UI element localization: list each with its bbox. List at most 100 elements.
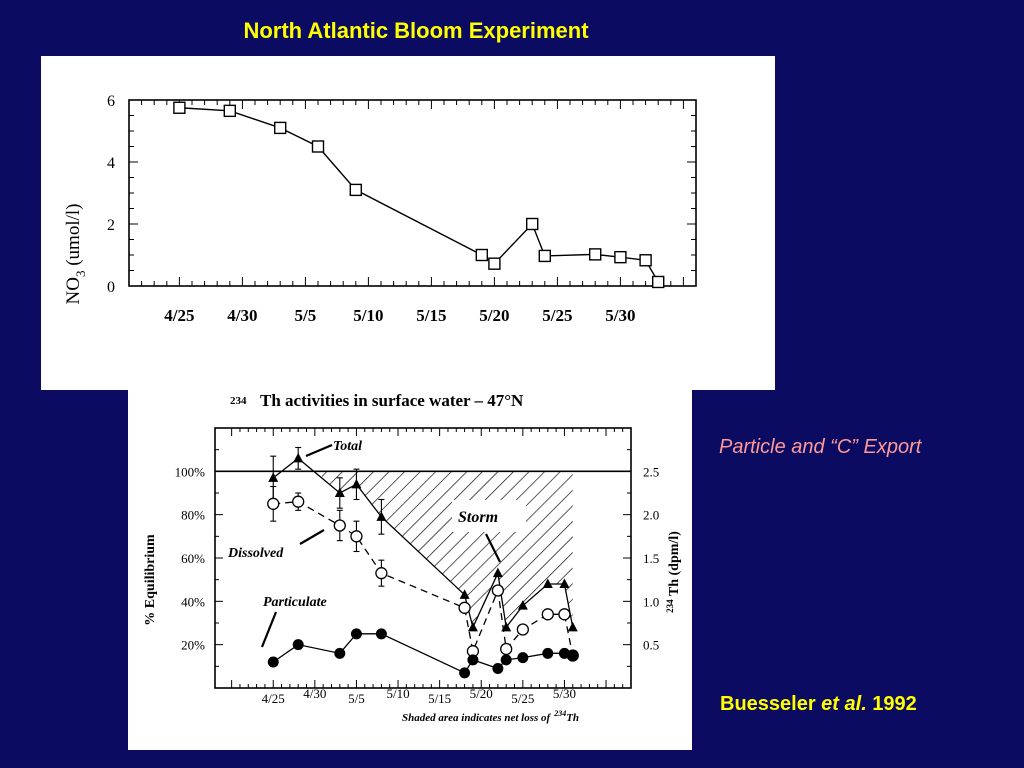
particulate-point	[459, 667, 471, 679]
dissolved-point	[350, 530, 363, 543]
storm-label-bg	[452, 500, 526, 532]
particulate-line	[272, 633, 573, 674]
dissolved-point	[500, 642, 513, 656]
particulate-point	[350, 628, 362, 640]
nitrate-point	[311, 140, 325, 153]
x-tick-label: 5/20	[470, 686, 493, 701]
y-tick-label: 2	[107, 217, 115, 234]
dissolved-point	[375, 567, 388, 580]
dissolved-point	[292, 495, 305, 508]
plot-frame	[128, 99, 697, 287]
left-y-tick-label: 20%	[181, 638, 205, 653]
nitrate-line	[179, 107, 659, 283]
thorium-chart: 234 Th activities in surface water – 47°…	[143, 391, 682, 724]
particulate-point	[492, 663, 504, 674]
x-tick-label: 4/30	[303, 686, 326, 701]
total-point	[567, 621, 578, 632]
x-tick-label: 5/20	[479, 306, 509, 325]
right-y-tick-label: 2.5	[643, 464, 659, 479]
y-tick-label: 6	[107, 93, 115, 110]
total-point	[542, 578, 553, 588]
nitrate-point	[488, 257, 501, 270]
nitrate-point	[526, 217, 539, 231]
left-y-tick-label: 100%	[175, 464, 206, 479]
total-point	[517, 600, 528, 610]
left-y-axis-label: % Equilibrium	[143, 534, 158, 626]
nitrate-point	[223, 104, 237, 118]
x-tick-label: 4/25	[164, 306, 194, 325]
x-tick-label: 5/5	[348, 691, 365, 706]
nitrate-point	[475, 248, 488, 262]
total-point	[376, 511, 387, 521]
right-y-tick-label: 1.5	[643, 551, 659, 566]
chart-title-main: Th activities in surface water – 47°N	[260, 391, 524, 410]
chart-title: 234	[230, 395, 247, 407]
y-axis-label: NO3 (umol/l)	[63, 204, 88, 305]
x-tick-label: 5/10	[386, 686, 409, 701]
nitrate-point	[538, 249, 551, 263]
total-point	[351, 478, 362, 489]
annotation-pointer	[305, 443, 333, 458]
left-y-tick-label: 80%	[181, 508, 205, 523]
annotation-pointer	[485, 533, 501, 563]
nitrate-point	[349, 183, 362, 197]
dissolved-point	[267, 497, 280, 510]
thorium-chart-panel: 234 Th activities in surface water – 47°…	[128, 390, 692, 750]
particulate-point	[567, 650, 579, 661]
particulate-point	[334, 647, 346, 659]
annotation-storm: Storm	[458, 509, 498, 526]
dissolved-point	[458, 601, 471, 614]
nitrate-chart: 0 2 4 6 4/25 4/30 5/5 5/10 5/15 5/20 5/25 5/30 NO3 …	[63, 93, 697, 325]
annotation-dissolved: Dissolved	[227, 546, 284, 561]
y-tick-label: 0	[107, 279, 115, 296]
annotation-pointer	[299, 529, 325, 545]
particulate-point	[267, 656, 279, 668]
dissolved-point	[516, 623, 529, 636]
citation: Buesseler et al. 1992	[720, 693, 917, 715]
total-point	[293, 452, 304, 463]
nitrate-chart-panel: 0 2 4 6 4/25 4/30 5/5 5/10 5/15 5/20 5/25 5/30 NO3 …	[41, 56, 775, 390]
x-tick-label: 5/25	[542, 306, 572, 325]
particle-export-label: Particle and “C” Export	[719, 436, 922, 458]
annotation-pointer	[260, 611, 278, 648]
nitrate-point	[614, 250, 627, 264]
x-tick-label: 5/10	[353, 306, 383, 325]
dissolved-point	[333, 519, 346, 532]
x-tick-label: 5/15	[416, 306, 446, 325]
x-tick-label: 5/30	[553, 686, 576, 701]
particulate-point	[375, 628, 387, 640]
nitrate-point	[589, 248, 602, 261]
x-tick-label: 4/30	[227, 306, 257, 325]
nitrate-point	[639, 254, 652, 267]
total-point	[334, 487, 345, 497]
footnote: Shaded area indicates net loss of 234Th	[402, 709, 579, 724]
particulate-point	[500, 654, 512, 666]
net-loss-shading	[316, 471, 573, 628]
x-tick-label: 5/30	[605, 306, 635, 325]
x-tick-label: 5/25	[511, 691, 534, 706]
particulate-point	[292, 639, 304, 651]
annotation-total: Total	[333, 439, 362, 454]
right-y-tick-label: 1.0	[643, 594, 659, 609]
total-point	[559, 578, 570, 588]
slide-title: North Atlantic Bloom Experiment	[243, 18, 589, 43]
total-point	[459, 589, 470, 599]
nitrate-point	[173, 101, 186, 114]
particulate-point	[558, 647, 570, 659]
y-tick-label: 4	[107, 155, 115, 172]
total-point	[268, 472, 279, 482]
right-y-tick-label: 0.5	[643, 638, 659, 653]
particulate-point	[517, 652, 529, 664]
x-tick-label: 5/15	[428, 691, 451, 706]
particulate-point	[467, 654, 479, 666]
dissolved-point	[558, 608, 571, 621]
dissolved-point	[541, 608, 554, 621]
right-y-tick-label: 2.0	[643, 508, 659, 523]
x-tick-label: 5/5	[295, 306, 317, 325]
left-y-tick-label: 60%	[181, 551, 205, 566]
annotation-particulate: Particulate	[263, 595, 327, 610]
total-point	[492, 567, 503, 578]
right-y-axis-label: 234 Th (dpm/l)	[665, 531, 682, 613]
x-tick-label: 4/25	[262, 691, 285, 706]
nitrate-point	[652, 275, 665, 289]
